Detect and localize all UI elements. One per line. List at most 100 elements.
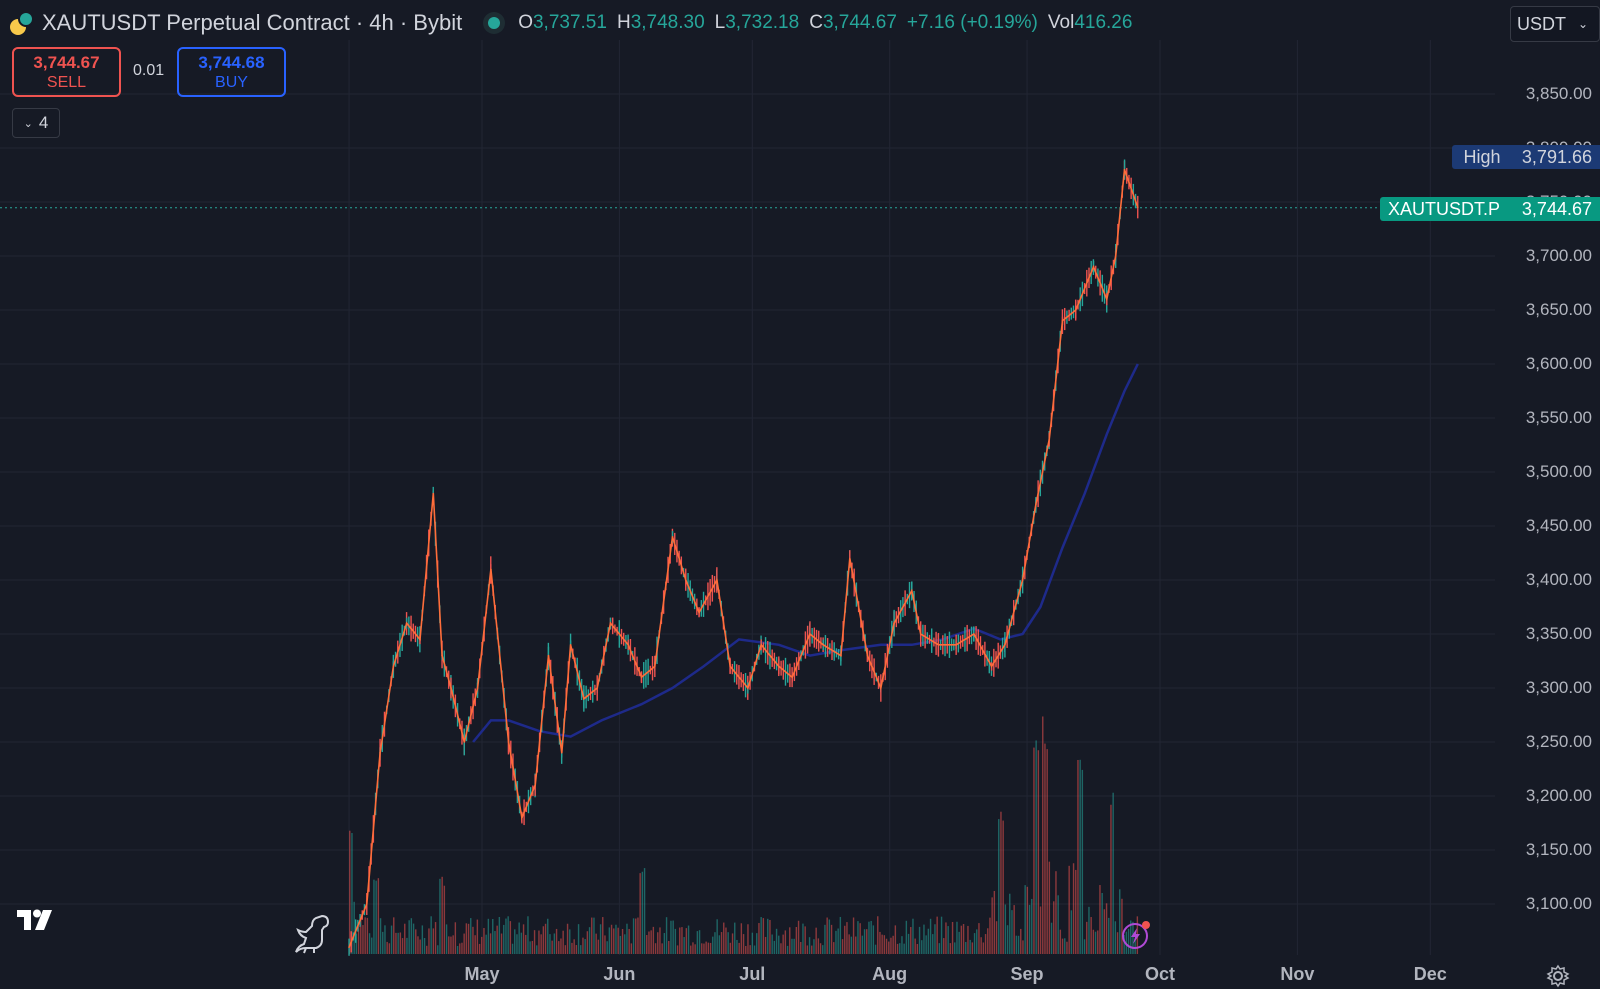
volume-bar bbox=[760, 917, 762, 954]
y-tick-label: 3,350.00 bbox=[1525, 624, 1592, 643]
series-line-price bbox=[348, 169, 1139, 948]
volume-bar bbox=[687, 925, 690, 954]
volume-bar bbox=[1116, 932, 1119, 954]
data-point bbox=[671, 536, 674, 538]
volume-bar bbox=[1103, 909, 1106, 954]
volume-bar bbox=[936, 916, 938, 954]
volume-bar bbox=[465, 923, 468, 954]
volume-bar bbox=[538, 930, 540, 954]
lightning-alert-icon[interactable] bbox=[1121, 920, 1151, 950]
volume-bar bbox=[657, 932, 659, 954]
chevron-down-icon: ⌄ bbox=[23, 117, 33, 130]
volume-bar bbox=[861, 935, 864, 954]
volume-bar bbox=[602, 917, 604, 954]
data-point bbox=[463, 741, 466, 743]
volume-bar bbox=[654, 943, 657, 954]
data-point bbox=[1106, 298, 1108, 301]
buy-label: BUY bbox=[215, 74, 248, 91]
volume-bar bbox=[786, 945, 789, 954]
data-point bbox=[955, 644, 957, 646]
volume-bar bbox=[377, 878, 380, 954]
volume-bar bbox=[980, 937, 982, 954]
y-tick-label: 3,100.00 bbox=[1525, 894, 1592, 913]
settings-gear-icon[interactable] bbox=[1546, 964, 1570, 988]
volume-bar bbox=[1083, 939, 1086, 954]
volume-bar bbox=[529, 941, 531, 954]
volume-bar bbox=[430, 916, 432, 954]
order-quantity[interactable]: 0.01 bbox=[133, 62, 165, 79]
data-point bbox=[560, 752, 563, 754]
data-point bbox=[747, 687, 749, 689]
volume-bar bbox=[949, 943, 952, 954]
volume-bar bbox=[910, 927, 912, 954]
volume-bar bbox=[850, 936, 853, 954]
x-tick-label: Jun bbox=[603, 964, 636, 984]
volume-bar bbox=[599, 924, 602, 954]
volume-bar bbox=[903, 943, 905, 954]
high-key: H bbox=[616, 12, 631, 33]
volume-bar bbox=[701, 943, 703, 954]
symbol-title[interactable]: XAUTUSDT Perpetual Contract · 4h · Bybit bbox=[42, 10, 463, 35]
volume-bar bbox=[562, 930, 564, 954]
volume-bar bbox=[1009, 893, 1011, 954]
sell-button[interactable]: 3,744.67 SELL bbox=[12, 47, 121, 97]
ohlc-legend: O3,737.51 H3,748.30 L3,732.18 C3,744.67 … bbox=[518, 12, 1132, 34]
volume-bar bbox=[1053, 901, 1055, 954]
volume-bar bbox=[965, 941, 967, 954]
currency-select[interactable]: USDT ⌄ bbox=[1510, 6, 1600, 42]
volume-bar bbox=[872, 925, 875, 954]
volume-bar bbox=[745, 945, 747, 954]
data-point bbox=[778, 665, 780, 668]
volume-bar bbox=[736, 939, 738, 954]
volume-bar bbox=[1042, 716, 1044, 954]
volume-bar bbox=[947, 926, 949, 954]
volume-bar bbox=[692, 942, 694, 954]
volume-bar bbox=[1022, 940, 1024, 954]
volume-bar bbox=[635, 918, 637, 954]
indicators-toggle[interactable]: ⌄ 4 bbox=[12, 108, 60, 138]
volume-bar bbox=[912, 918, 914, 954]
volume-bar bbox=[522, 924, 525, 954]
volume-bar bbox=[498, 916, 501, 954]
volume-bar bbox=[835, 930, 837, 954]
volume-bar bbox=[962, 924, 965, 954]
volume-bar bbox=[883, 935, 886, 954]
volume-bar bbox=[577, 924, 580, 954]
volume-bar bbox=[355, 933, 358, 954]
currency-value: USDT bbox=[1517, 13, 1566, 34]
volume-bar bbox=[998, 819, 1000, 954]
volume-bar bbox=[580, 945, 582, 954]
volume-bar bbox=[881, 934, 883, 954]
volume-bar bbox=[729, 942, 732, 954]
sell-price: 3,744.67 bbox=[33, 53, 100, 72]
volume-bar bbox=[1130, 920, 1132, 954]
volume-bar bbox=[1046, 749, 1048, 954]
volume-bar bbox=[1123, 934, 1125, 954]
tradingview-logo[interactable] bbox=[17, 908, 63, 932]
volume-bar bbox=[450, 936, 452, 954]
volume-bar bbox=[1092, 929, 1095, 954]
buy-button[interactable]: 3,744.68 BUY bbox=[177, 47, 286, 97]
volume-bar bbox=[573, 939, 575, 954]
volume-bar bbox=[404, 923, 406, 954]
volume-bar bbox=[474, 935, 476, 954]
volume-bar bbox=[870, 920, 872, 954]
volume-bar bbox=[709, 942, 712, 954]
volume-bar bbox=[868, 921, 870, 954]
x-tick-label: Nov bbox=[1280, 964, 1315, 984]
volume-bar bbox=[817, 938, 820, 954]
volume-bar bbox=[773, 940, 776, 954]
volume-bar bbox=[1127, 928, 1130, 954]
volume-bar bbox=[973, 933, 976, 954]
volume-bar bbox=[595, 933, 597, 954]
volume-bar bbox=[388, 943, 391, 954]
volume-bar bbox=[1086, 921, 1088, 954]
volume-bar bbox=[747, 924, 749, 954]
volume-bar bbox=[428, 928, 430, 954]
volume-bar bbox=[1048, 861, 1051, 954]
dinosaur-icon[interactable] bbox=[292, 912, 332, 954]
volume-bar bbox=[1061, 938, 1064, 954]
volume-bar bbox=[978, 923, 980, 954]
data-point bbox=[716, 579, 718, 581]
